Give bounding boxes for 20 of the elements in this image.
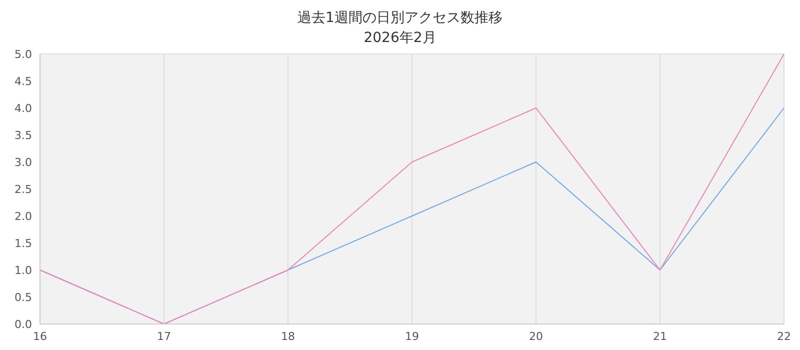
y-tick-label: 4.0	[14, 102, 32, 115]
x-tick-label: 16	[33, 330, 47, 343]
x-tick-label: 17	[157, 330, 171, 343]
x-tick-label: 18	[281, 330, 295, 343]
y-tick-label: 0.0	[14, 318, 32, 331]
y-tick-label: 2.5	[14, 182, 32, 196]
y-tick-label: 3.0	[14, 156, 32, 169]
y-tick-label: 3.5	[14, 128, 32, 142]
y-tick-label: 4.5	[14, 74, 32, 88]
x-tick-label: 22	[777, 330, 791, 343]
y-tick-label: 5.0	[14, 48, 32, 61]
x-tick-label: 21	[653, 330, 667, 343]
x-tick-label: 19	[405, 330, 419, 343]
y-tick-label: 1.5	[14, 236, 32, 250]
chart-title: 過去1週間の日別アクセス数推移	[296, 9, 504, 28]
y-tick-label: 0.5	[14, 290, 32, 304]
y-tick-label: 1.0	[14, 264, 32, 277]
x-tick-label: 20	[529, 330, 543, 343]
y-tick-label: 2.0	[14, 210, 32, 223]
chart-subtitle: 2026年2月	[362, 29, 438, 48]
